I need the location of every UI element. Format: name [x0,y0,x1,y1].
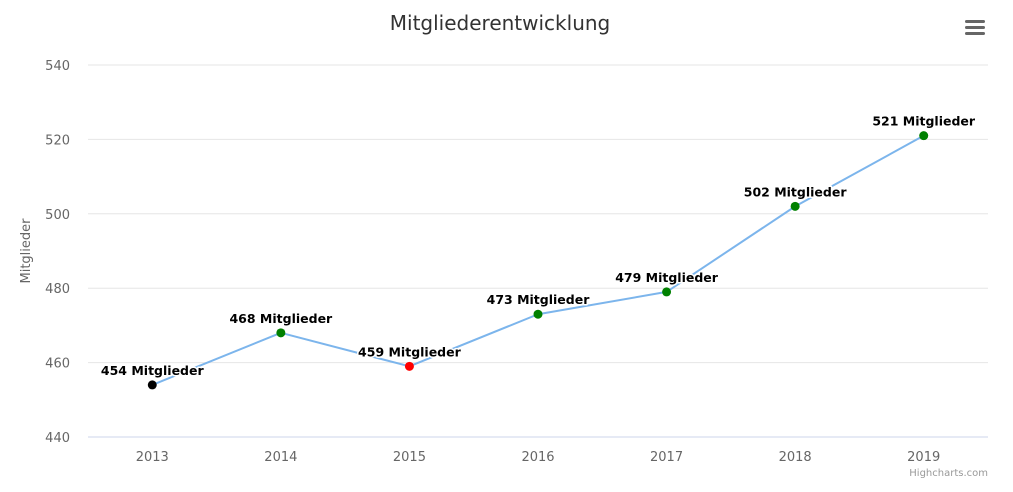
data-point[interactable] [404,361,414,371]
x-tick-label: 2015 [393,450,426,465]
chart-title: Mitgliederentwicklung [390,11,610,35]
data-labels: 454 Mitglieder 468 Mitglieder 459 Mitglied… [99,112,977,379]
data-point[interactable] [662,287,672,297]
y-tick-label: 540 [45,59,70,74]
export-menu-button[interactable] [958,14,992,42]
data-point[interactable] [919,131,929,141]
data-label: 479 Mitglieder [615,270,719,285]
x-tick-label: 2017 [650,450,683,465]
data-point[interactable] [790,201,800,211]
series-line [151,134,925,386]
x-axis: 2013 2014 2015 2016 2017 2018 2019 [88,436,988,465]
x-tick-label: 2013 [136,450,169,465]
y-tick-label: 520 [45,133,70,148]
x-tick-label: 2014 [264,450,297,465]
data-point[interactable] [147,380,157,390]
x-tick-label: 2019 [907,450,940,465]
data-label: 521 Mitglieder [872,114,976,129]
data-label: 502 Mitglieder [744,184,848,199]
data-points [147,131,929,390]
y-tick-label: 500 [45,208,70,223]
x-tick-label: 2016 [521,450,554,465]
x-tick-label: 2018 [779,450,812,465]
y-tick-label: 480 [45,282,70,297]
data-label: 454 Mitglieder [101,363,205,378]
y-axis-title: Mitglieder [19,218,34,284]
y-tick-label: 440 [45,431,70,446]
data-point[interactable] [276,328,286,338]
data-label: 468 Mitglieder [229,311,333,326]
grid-lines [88,64,988,364]
y-axis-labels: 440 460 480 500 520 540 [45,59,70,446]
data-label: 459 Mitglieder [358,344,462,359]
hamburger-menu-icon [965,20,985,35]
series-path [151,134,925,386]
y-tick-label: 460 [45,357,70,372]
data-point[interactable] [533,309,543,319]
credits-link[interactable]: Highcharts.com [909,468,988,479]
data-label: 473 Mitglieder [487,292,591,307]
